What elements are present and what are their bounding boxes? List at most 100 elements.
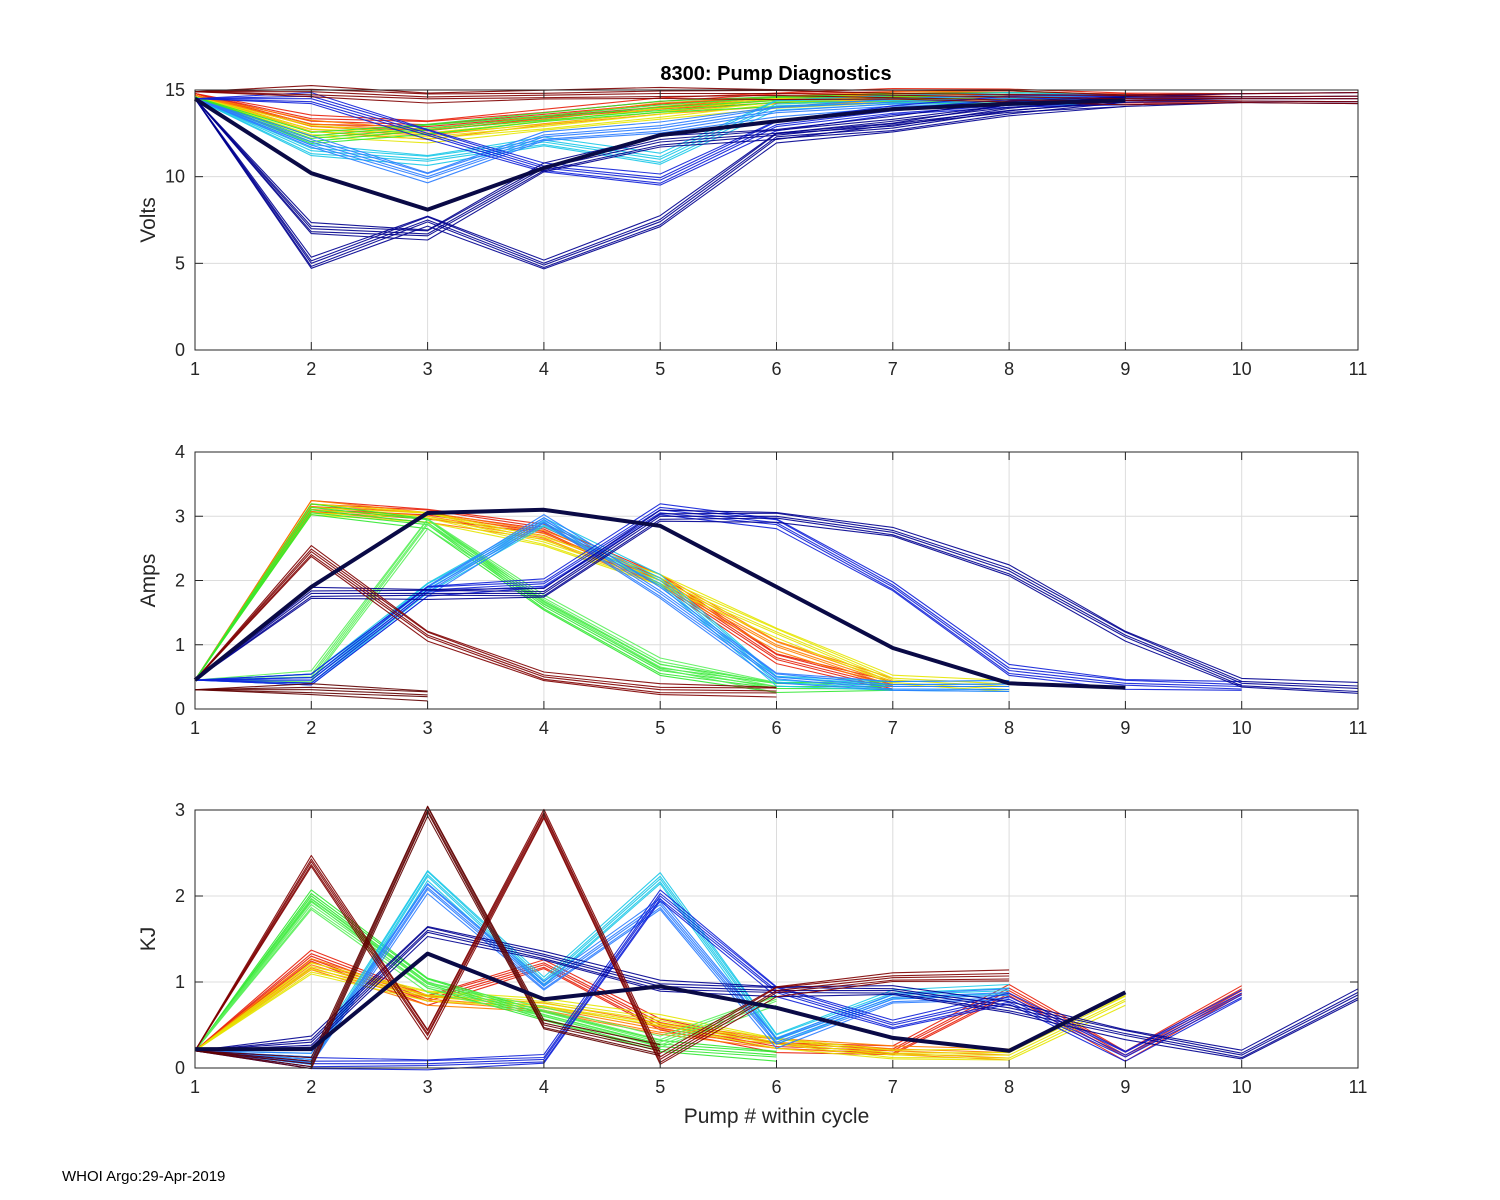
series-line-profile-group-navy-2 (194, 98, 1359, 237)
y-tick-label: 10 (165, 167, 185, 187)
x-tick-label: 9 (1120, 1077, 1130, 1097)
y-tick-label: 4 (175, 442, 185, 462)
x-tick-label: 5 (655, 1077, 665, 1097)
x-tick-label: 10 (1232, 1077, 1252, 1097)
series-line-profile-group-navy (194, 517, 1359, 693)
y-tick-label: 0 (175, 699, 185, 719)
series-line-profile-group-light-blue (194, 892, 1010, 1065)
x-tick-label: 3 (423, 359, 433, 379)
series-line-profile-group-navy-2 (194, 95, 1359, 232)
series-line-profile-group-blue (194, 895, 1242, 1065)
series-line-profile-group-dark-red (194, 816, 1010, 1063)
x-tick-label: 1 (190, 1077, 200, 1097)
y-tick-label: 15 (165, 80, 185, 100)
series-line-profile-group-orange (194, 969, 1010, 1061)
x-tick-label: 3 (423, 718, 433, 738)
x-tick-label: 9 (1120, 359, 1130, 379)
x-tick-label: 6 (771, 359, 781, 379)
x-tick-label: 8 (1004, 1077, 1014, 1097)
series-line-profile-group-dark-red (194, 545, 777, 688)
series-line-profile-group-green-2 (194, 907, 777, 1052)
y-tick-label: 3 (175, 800, 185, 820)
series-line-profile-group-navy (194, 520, 1359, 694)
x-tick-label: 11 (1349, 359, 1368, 379)
x-tick-label: 2 (306, 359, 316, 379)
series-line-profile-group-dark-red-2 (194, 683, 428, 692)
figure-title: 8300: Pump Diagnostics (660, 63, 891, 85)
x-tick-label: 7 (888, 718, 898, 738)
y-axis-label: KJ (137, 927, 160, 952)
y-axis-label: Amps (137, 554, 160, 608)
footer-stamp: WHOI Argo:29-Apr-2019 (62, 1168, 226, 1185)
x-tick-label: 7 (888, 1077, 898, 1097)
series-line-profile-group-green-2 (194, 897, 777, 1052)
series-line-profile-group-yellow (194, 512, 1010, 691)
x-tick-label: 2 (306, 718, 316, 738)
y-tick-label: 3 (175, 506, 185, 526)
series-line-latest-profile (195, 951, 1127, 1053)
series-line-profile-group-light-blue (194, 98, 1126, 178)
series-line-profile-group-dark-red-2 (194, 689, 428, 702)
series-line-profile-group-green-2 (194, 901, 777, 1052)
y-tick-label: 2 (175, 571, 185, 591)
series-line-profile-group-dark-red-2 (195, 689, 428, 696)
x-tick-label: 9 (1120, 718, 1130, 738)
y-tick-label: 0 (175, 340, 185, 360)
x-tick-label: 1 (190, 718, 200, 738)
series-line-profile-group-dark-red (194, 555, 777, 698)
y-tick-label: 5 (175, 253, 185, 273)
x-axis-label: Pump # within cycle (684, 1105, 870, 1128)
series-line-profile-group-orange (194, 958, 1010, 1052)
series-line-profile-group-navy (194, 509, 1359, 683)
series-line-profile-group-green-2 (194, 908, 777, 1052)
x-tick-label: 4 (539, 1077, 549, 1097)
series-line-profile-group-blue (194, 898, 1242, 1068)
x-tick-label: 4 (539, 718, 549, 738)
x-tick-label: 6 (771, 718, 781, 738)
series-line-profile-group-navy (194, 515, 1359, 689)
series-line-profile-group-navy-2 (194, 98, 1358, 235)
series-line-profile-group-green-2 (194, 522, 777, 688)
x-tick-label: 10 (1232, 359, 1252, 379)
series-line-profile-group-blue (194, 892, 1242, 1062)
y-axis-label: Volts (137, 197, 160, 243)
series-line-profile-group-navy (194, 98, 1126, 270)
series-line-profile-group-yellow (194, 514, 1010, 692)
x-tick-label: 5 (655, 718, 665, 738)
x-tick-label: 8 (1004, 718, 1014, 738)
series-line-profile-group-blue (194, 900, 1242, 1071)
series-line-profile-group-navy-2 (194, 98, 1359, 241)
series-line-profile-group-yellow (194, 962, 1126, 1052)
y-tick-label: 2 (175, 886, 185, 906)
series-line-profile-group-dark-red-2 (194, 686, 428, 693)
x-tick-label: 6 (771, 1077, 781, 1097)
series-line-profile-group-green-2 (194, 904, 777, 1052)
series-line-profile-group-dark-red (194, 554, 777, 694)
x-tick-label: 11 (1349, 1077, 1368, 1097)
x-tick-label: 4 (539, 359, 549, 379)
series-line-profile-group-dark-red (194, 811, 1010, 1058)
series-line-profile-group-dark-red (194, 551, 777, 692)
series-line-profile-group-green (194, 92, 1126, 133)
series-line-profile-group-dark-red (194, 813, 1010, 1060)
y-tick-label: 0 (175, 1058, 185, 1078)
series-line-profile-group-dark-red (194, 548, 777, 689)
series-line-profile-group-navy (194, 512, 1359, 687)
x-tick-label: 1 (190, 359, 200, 379)
series-line-profile-group-dark-red (194, 817, 1010, 1065)
series-line-profile-group-dark-red (194, 808, 1010, 1054)
y-tick-label: 1 (175, 635, 185, 655)
x-tick-label: 5 (655, 359, 665, 379)
x-tick-label: 3 (423, 1077, 433, 1097)
series-line-profile-group-dark-red-2 (194, 805, 661, 1059)
series-line-profile-group-orange (194, 506, 893, 684)
series-line-profile-group-navy (194, 98, 1126, 269)
x-tick-label: 10 (1232, 718, 1252, 738)
panel-top: 1 2 3 4 5 6 7 8 9 10 11 0 5 10 15 Volts (137, 80, 1367, 379)
series-line-profile-group-green-2 (194, 528, 777, 694)
series-line-profile-group-dark-red-2 (194, 689, 428, 698)
series-line-profile-group-orange (194, 500, 893, 681)
